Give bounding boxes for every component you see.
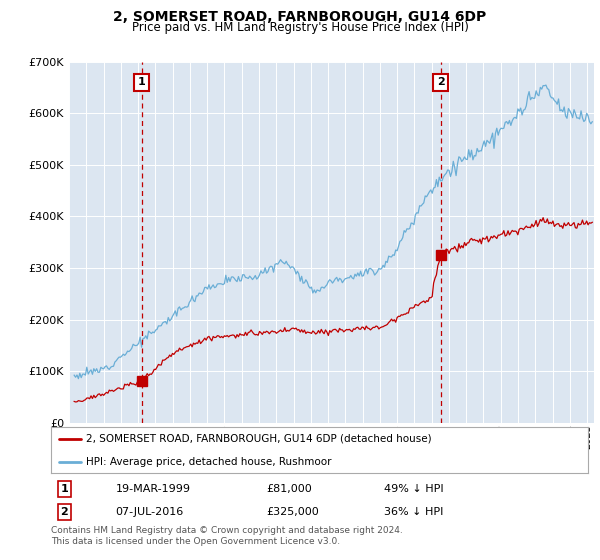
- Text: £325,000: £325,000: [266, 507, 319, 517]
- Text: 2, SOMERSET ROAD, FARNBOROUGH, GU14 6DP (detached house): 2, SOMERSET ROAD, FARNBOROUGH, GU14 6DP …: [86, 434, 431, 444]
- Text: 19-MAR-1999: 19-MAR-1999: [115, 484, 190, 494]
- Text: 2: 2: [437, 77, 445, 87]
- Text: Contains HM Land Registry data © Crown copyright and database right 2024.
This d: Contains HM Land Registry data © Crown c…: [51, 526, 403, 546]
- Text: 36% ↓ HPI: 36% ↓ HPI: [384, 507, 443, 517]
- Text: Price paid vs. HM Land Registry's House Price Index (HPI): Price paid vs. HM Land Registry's House …: [131, 21, 469, 34]
- Text: HPI: Average price, detached house, Rushmoor: HPI: Average price, detached house, Rush…: [86, 457, 331, 466]
- Text: 1: 1: [138, 77, 146, 87]
- Text: 07-JUL-2016: 07-JUL-2016: [115, 507, 184, 517]
- Text: 49% ↓ HPI: 49% ↓ HPI: [384, 484, 443, 494]
- Text: 2, SOMERSET ROAD, FARNBOROUGH, GU14 6DP: 2, SOMERSET ROAD, FARNBOROUGH, GU14 6DP: [113, 10, 487, 24]
- Text: 1: 1: [61, 484, 68, 494]
- Text: 2: 2: [61, 507, 68, 517]
- Text: £81,000: £81,000: [266, 484, 311, 494]
